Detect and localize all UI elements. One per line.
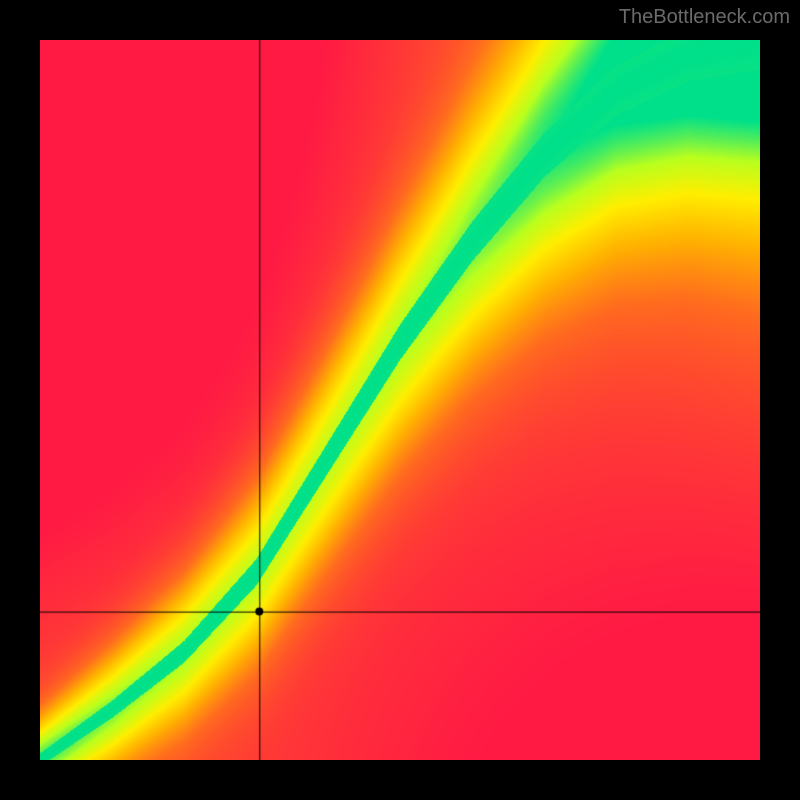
heatmap-canvas (40, 40, 760, 760)
watermark-text: TheBottleneck.com (619, 6, 790, 29)
heatmap-plot (40, 40, 760, 760)
figure-root: TheBottleneck.com (0, 0, 800, 800)
